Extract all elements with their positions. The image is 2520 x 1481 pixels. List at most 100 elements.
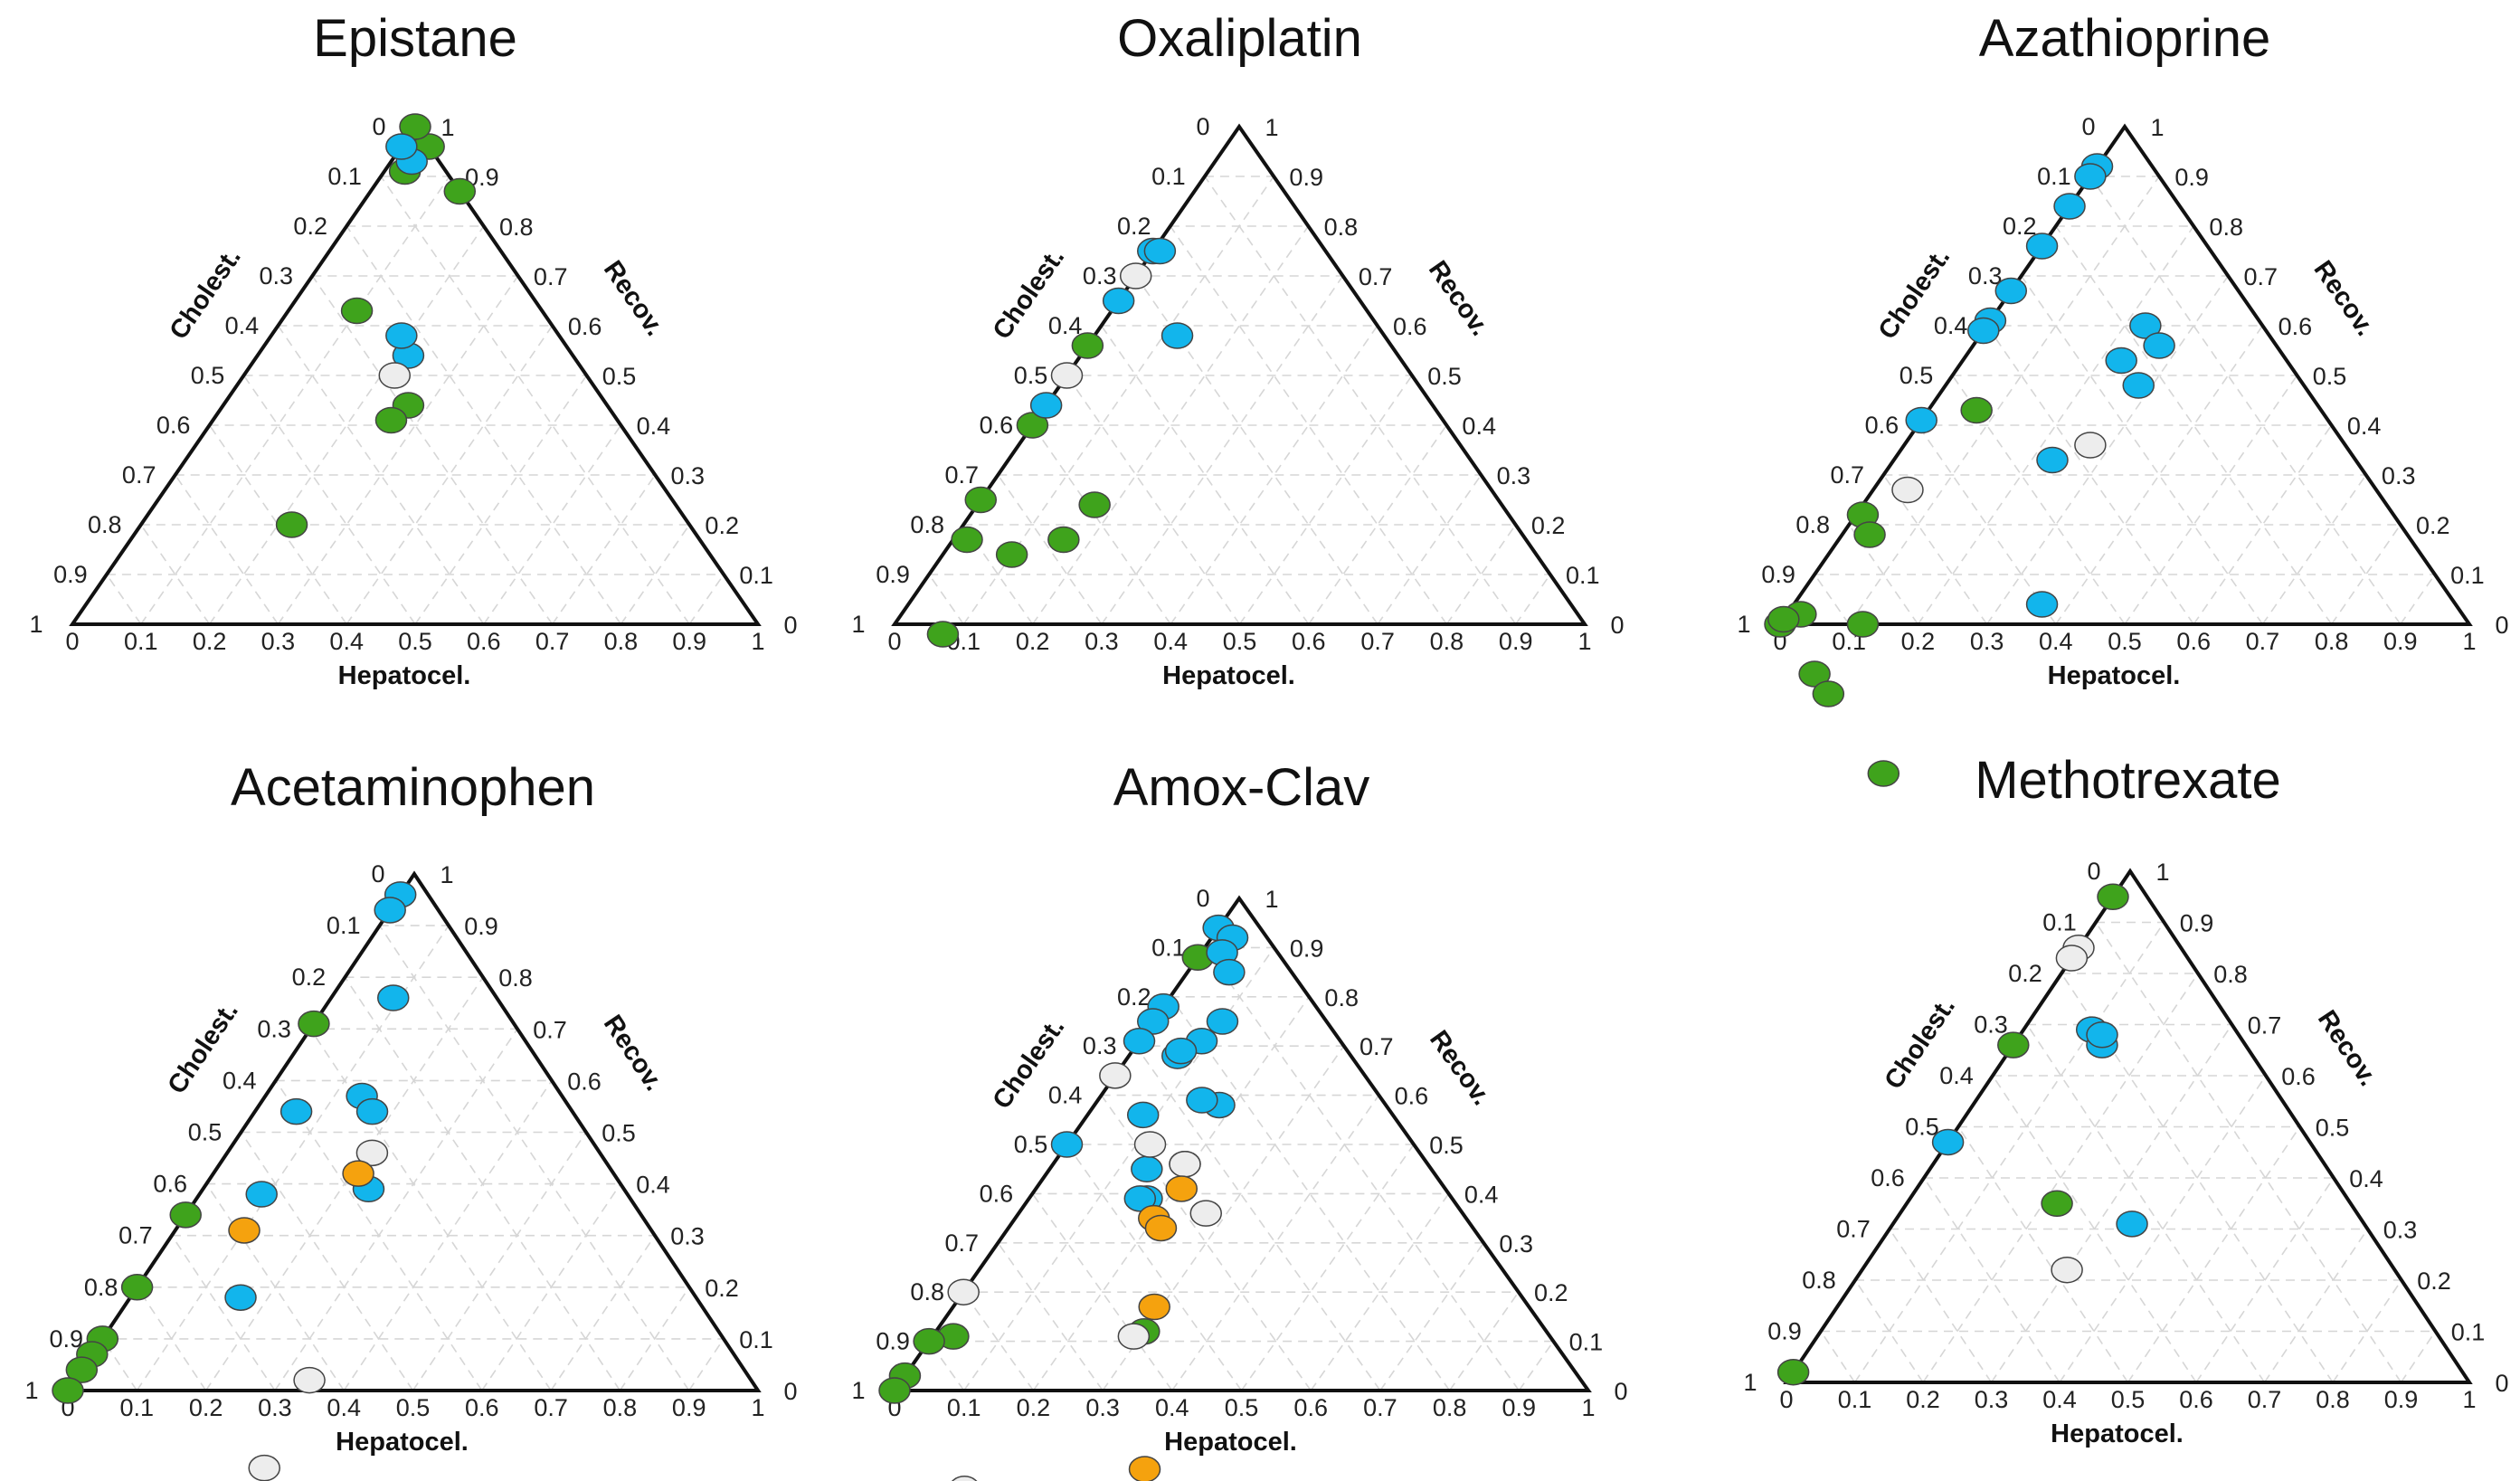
right-tick-label: 0.9 — [1290, 935, 1324, 962]
right-tick-label: 0.5 — [602, 363, 637, 390]
grid-line — [2332, 1279, 2402, 1383]
left-tick-label: 0.8 — [84, 1274, 118, 1301]
right-tick-label: 0.7 — [1359, 1033, 1394, 1060]
data-point-white — [248, 1454, 280, 1481]
bottom-tick-label: 0.6 — [1292, 628, 1326, 655]
bottom-tick-label: 0.8 — [603, 1394, 638, 1421]
left-tick-label: 0.9 — [876, 561, 910, 588]
grid-line — [1990, 1024, 2233, 1383]
data-point-green — [1047, 526, 1080, 554]
data-point-blue — [1126, 1101, 1160, 1129]
right-tick-label: 0.1 — [1569, 1329, 1604, 1356]
data-point-green — [878, 1377, 911, 1404]
series-blue — [1905, 153, 2175, 618]
bottom-tick-label: 0.9 — [672, 628, 706, 655]
data-point-green — [2097, 883, 2129, 910]
left-tick-label: 1 — [1737, 611, 1750, 638]
bottom-tick-label: 0.5 — [2108, 628, 2142, 655]
data-point-green — [1071, 332, 1104, 359]
right-tick-label: 0.4 — [637, 413, 671, 440]
bottom-tick-label: 0.6 — [2179, 1386, 2213, 1413]
data-point-white — [1117, 1323, 1151, 1350]
left-tick-label: 1 — [24, 1377, 38, 1404]
grid-line — [962, 1291, 1035, 1391]
data-point-blue — [1164, 1037, 1198, 1065]
data-point-blue — [1143, 237, 1177, 265]
left-tick-label: 0.5 — [1899, 362, 1934, 389]
left-ticks: 0 0.10.20.30.40.50.60.70.80.9 1 — [851, 885, 1209, 1404]
right-tick-label: 0.4 — [2347, 413, 2382, 440]
bottom-tick-label: 0.2 — [1016, 628, 1050, 655]
data-point-green — [298, 1010, 330, 1038]
grid-line — [414, 375, 588, 625]
bottom-tick-label: 1 — [751, 628, 764, 655]
data-point-blue — [224, 1284, 257, 1311]
left-tick-label: 0.3 — [260, 262, 294, 290]
data-point-blue — [1186, 1087, 1218, 1114]
right-tick-label: 0.6 — [2278, 313, 2313, 340]
bottom-axis-label: Hepatocel. — [2048, 661, 2181, 690]
right-tick-label: 0.9 — [464, 913, 498, 940]
series-green — [1764, 396, 1993, 787]
left-tick-label: 0.4 — [225, 312, 260, 339]
bottom-ticks: 0 0.1 0.2 0.3 0.4 0.5 0.6 0.7 0.8 0.9 1 — [61, 1394, 764, 1421]
right-tick-label: 0.1 — [739, 562, 773, 589]
left-tick-label: 0.3 — [1083, 262, 1117, 290]
right-tick-label: 0 — [783, 1378, 797, 1405]
right-tick-label: 0.3 — [1497, 462, 1531, 489]
grid-line — [2330, 524, 2402, 625]
right-tick-label: 0.8 — [2213, 961, 2248, 988]
right-tick-label: 0.2 — [1531, 512, 1566, 539]
left-tick-label: 0.7 — [1831, 461, 1865, 489]
bottom-tick-label: 0.4 — [1153, 628, 1188, 655]
bottom-tick-label: 0.4 — [327, 1394, 361, 1421]
grid-line — [1854, 1279, 1924, 1383]
right-tick-label: 0.4 — [2349, 1165, 2383, 1192]
data-point-white — [1050, 362, 1084, 389]
bottom-tick-label: 0.1 — [120, 1394, 155, 1421]
series-white — [248, 1139, 389, 1481]
data-point-green — [2041, 1190, 2073, 1217]
data-point-blue — [279, 1097, 313, 1125]
data-point-blue — [2129, 312, 2162, 339]
right-tick-label: 0 — [1610, 612, 1624, 639]
left-tick-label: 0.5 — [188, 1119, 223, 1146]
series-orange — [228, 1160, 374, 1244]
grid-line — [136, 1286, 207, 1391]
data-point-green — [65, 1356, 99, 1383]
grid-line — [2127, 1126, 2301, 1383]
bottom-tick-label: 0 — [1779, 1386, 1793, 1413]
grid-line — [688, 1338, 725, 1391]
right-tick-label: 0.8 — [498, 964, 533, 992]
grid-line — [1917, 225, 2194, 625]
triangle-outline — [1783, 868, 2473, 1384]
grid-line — [688, 574, 725, 625]
data-point-white — [1099, 1062, 1132, 1089]
left-tick-label: 0.8 — [910, 511, 944, 538]
series-blue — [1931, 1016, 2148, 1238]
left-tick-label: 1 — [851, 611, 865, 638]
data-point-green — [951, 526, 983, 554]
panel-title: Oxaliplatin — [1117, 9, 1362, 68]
grid-line — [2400, 1331, 2437, 1383]
right-tick-label: 0.4 — [1462, 413, 1496, 440]
left-tick-label: 0.1 — [1151, 163, 1186, 190]
grid-line — [1066, 375, 1241, 625]
bottom-tick-label: 0.1 — [124, 628, 158, 655]
left-tick-label: 0.7 — [1836, 1216, 1871, 1243]
bottom-tick-label: 0.8 — [1430, 628, 1464, 655]
grid-line — [1031, 225, 1310, 625]
data-point-green — [913, 1327, 945, 1355]
grid-line — [140, 176, 450, 625]
right-tick-label: 0.8 — [2209, 214, 2243, 241]
data-point-white — [947, 1278, 980, 1305]
left-tick-label: 0.4 — [1048, 1082, 1083, 1109]
left-tick-label: 0.1 — [327, 163, 362, 190]
right-tick-label: 0.1 — [2451, 1319, 2486, 1346]
bottom-tick-label: 0.2 — [1906, 1386, 1940, 1413]
grid-line — [412, 1132, 587, 1391]
grid-line — [346, 225, 622, 625]
grid-line — [620, 524, 690, 625]
